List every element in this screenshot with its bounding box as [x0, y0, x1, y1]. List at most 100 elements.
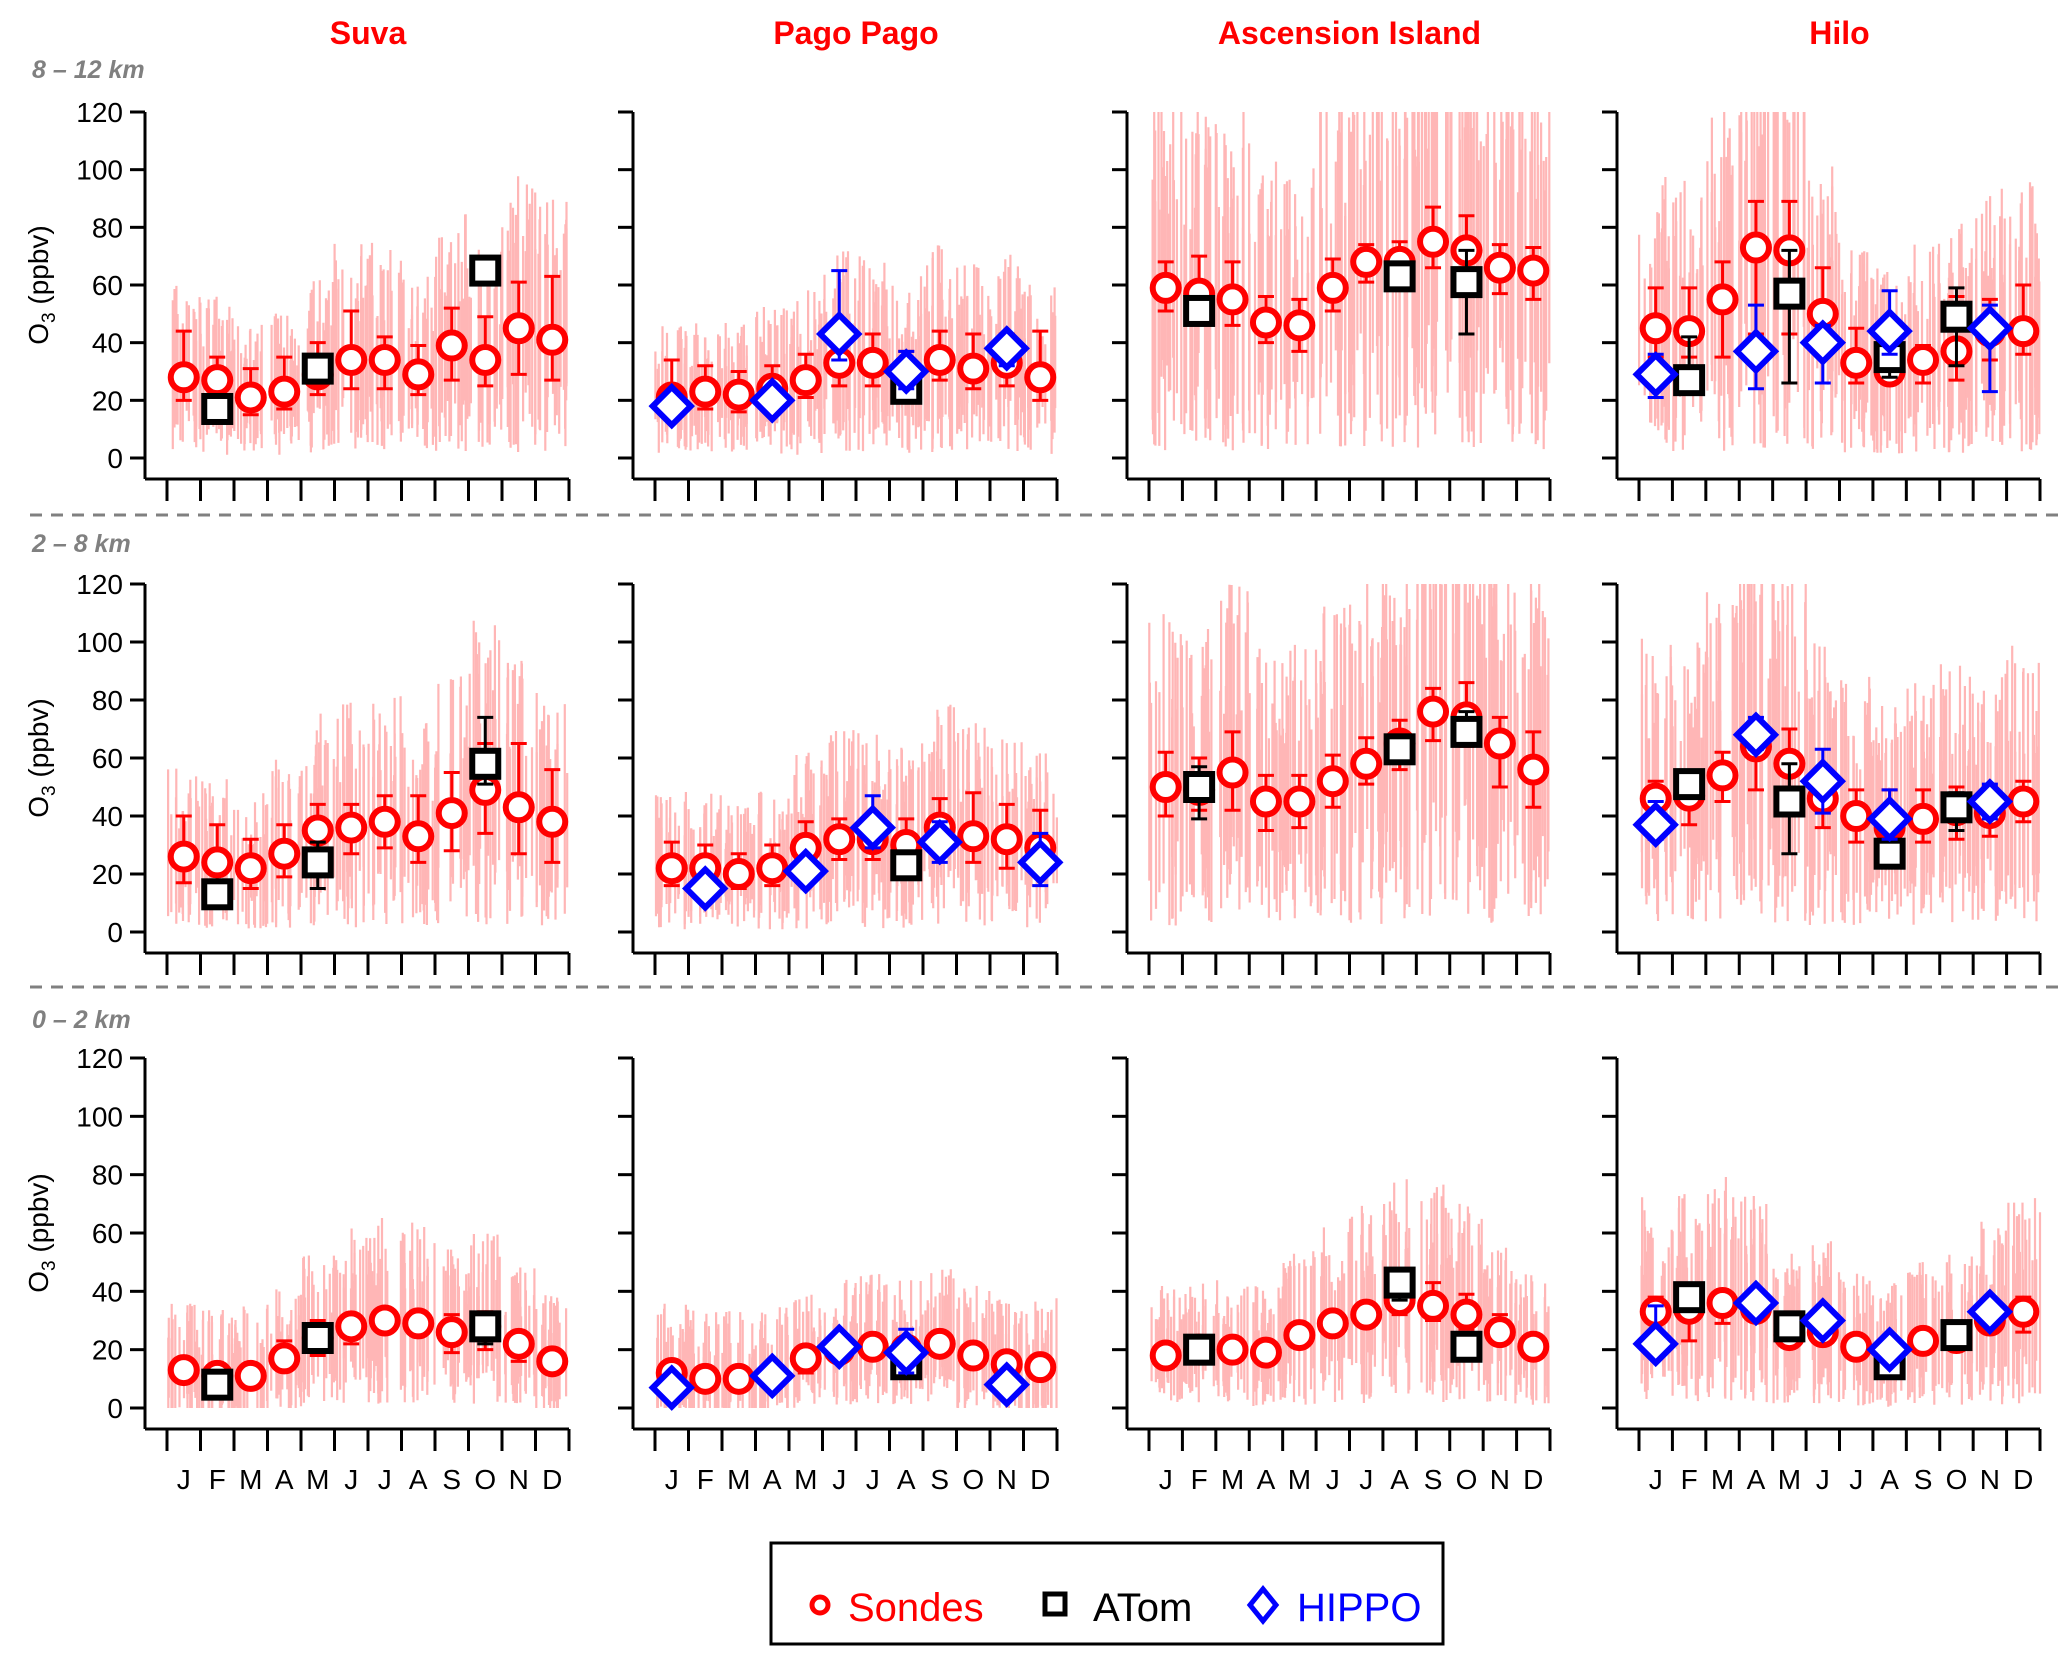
atom-point: [1183, 294, 1216, 327]
month-label: S: [930, 1464, 949, 1495]
hippo-point: [983, 325, 1030, 372]
month-label: F: [1681, 1464, 1698, 1495]
atom-series: [201, 254, 502, 425]
sondes-point: [402, 1307, 435, 1340]
sondes-point: [469, 343, 502, 376]
y-tick-label: 40: [92, 801, 123, 832]
y-tick-label: 100: [76, 627, 123, 658]
month-label: N: [1980, 1464, 2000, 1495]
hippo-point: [1966, 305, 2014, 352]
hippo-point: [1632, 801, 1679, 848]
sondes-point: [1517, 254, 1550, 287]
sondes-point: [335, 811, 368, 844]
month-label: J: [665, 1464, 679, 1495]
y-tick-label: 60: [92, 270, 123, 301]
month-label: J: [832, 1464, 846, 1495]
hippo-series: [1632, 711, 2014, 848]
sondes-point: [1706, 759, 1739, 792]
sondes-point: [990, 823, 1023, 856]
y-tick-label: 80: [92, 212, 123, 243]
station-title: Pago Pago: [773, 15, 938, 51]
sondes-point: [1149, 1339, 1182, 1372]
hippo-point: [1732, 1279, 1780, 1327]
sondes-point: [1517, 753, 1550, 786]
panel-suva-row-1: 0 20 40 60 80 100 120 O3 (ppbv): [23, 97, 571, 501]
month-label: S: [1914, 1464, 1933, 1495]
sondes-point: [502, 1327, 535, 1360]
sondes-point: [1907, 802, 1940, 835]
sondes-point: [435, 329, 468, 362]
y-axis-label-subscript: 3: [39, 1260, 60, 1271]
sondes-point: [1283, 1319, 1316, 1352]
atom-point: [1773, 1310, 1806, 1343]
month-label: S: [442, 1464, 461, 1495]
atom-point: [1873, 837, 1906, 870]
panel-hilo-row-1: [1602, 110, 2042, 501]
y-tick-label: 40: [92, 1276, 123, 1307]
y-tick-label: 100: [76, 1101, 123, 1132]
month-label: J: [866, 1464, 880, 1495]
month-label: N: [1490, 1464, 1510, 1495]
month-label: M: [1288, 1464, 1311, 1495]
legend-label-hippo: HIPPO: [1297, 1586, 1421, 1630]
sondes-point: [1316, 1307, 1349, 1340]
altitude-row-label: 0 – 2 km: [32, 1006, 131, 1034]
sondes-point: [1907, 343, 1940, 376]
month-label: D: [1523, 1464, 1543, 1495]
atom-point: [1450, 715, 1483, 748]
sondes-point: [923, 1327, 956, 1360]
hippo-point: [1799, 1297, 1847, 1344]
hippo-point: [1966, 1288, 2014, 1335]
sondes-point: [1840, 1330, 1873, 1363]
month-label: F: [1191, 1464, 1208, 1495]
sondes-point: [1316, 271, 1349, 304]
y-axis-label: O3 (ppbv): [23, 225, 60, 345]
hippo-point: [682, 865, 729, 912]
sondes-point: [167, 361, 200, 394]
month-label: J: [1159, 1464, 1173, 1495]
sondes-point: [689, 1362, 722, 1395]
month-label: N: [509, 1464, 529, 1495]
sondes-point: [722, 378, 755, 411]
sondes-point: [923, 343, 956, 376]
sondes-point: [167, 840, 200, 873]
y-axis-label-main: O: [23, 1271, 54, 1293]
sondes-point: [655, 852, 688, 885]
legend-marker-sondes: [809, 1594, 831, 1616]
sondes-point: [2007, 1295, 2040, 1328]
panel-suva-row-2: 0 20 40 60 80 100 120 O3 (ppbv): [23, 569, 571, 975]
hippo-point: [1866, 1326, 1913, 1373]
y-tick-label: 0: [107, 917, 123, 948]
atom-point: [201, 392, 234, 425]
atom-point: [1383, 733, 1416, 766]
sondes-point: [1417, 225, 1450, 258]
atom-point: [201, 878, 234, 911]
hippo-series: [1632, 289, 2014, 399]
y-tick-label: 120: [76, 97, 123, 128]
hippo-point: [1866, 307, 1913, 355]
atom-series: [201, 1310, 502, 1401]
sondes-point: [234, 381, 267, 414]
station-title: Ascension Island: [1218, 15, 1481, 51]
atom-point: [890, 849, 923, 882]
atom-point: [1673, 1281, 1706, 1314]
y-axis-label-unit: (ppbv): [23, 1173, 54, 1260]
month-label: M: [1221, 1464, 1244, 1495]
sondes-point: [1639, 312, 1672, 345]
sondes-series: [167, 274, 569, 417]
hippo-point: [816, 1323, 863, 1370]
month-label: M: [306, 1464, 329, 1495]
hippo-series: [682, 794, 1064, 912]
sondes-point: [402, 820, 435, 853]
y-axis-label-subscript: 3: [39, 785, 60, 796]
station-title: Hilo: [1809, 15, 1869, 51]
hippo-point: [1632, 351, 1679, 398]
month-label: M: [239, 1464, 262, 1495]
atom-point: [1940, 791, 1973, 824]
sondes-point: [335, 343, 368, 376]
month-label: J: [344, 1464, 358, 1495]
legend-box: [769, 1541, 1445, 1646]
atom-series: [1183, 248, 1483, 336]
